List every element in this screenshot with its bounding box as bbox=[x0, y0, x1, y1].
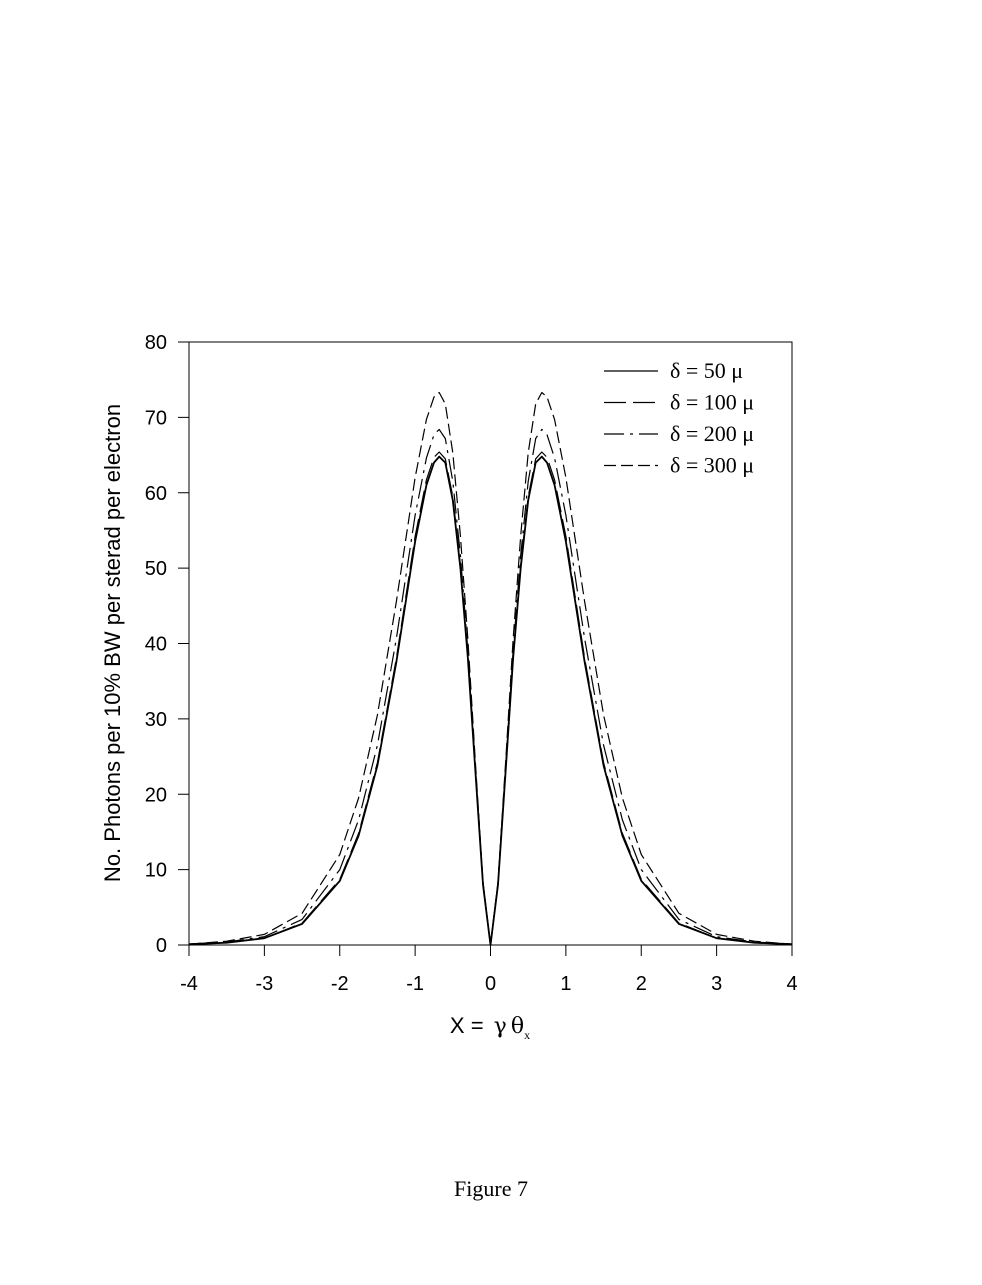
x-axis-label-gamma: γ bbox=[494, 1014, 507, 1039]
x-tick-label: 1 bbox=[560, 973, 571, 995]
series-line-1 bbox=[188, 455, 793, 946]
series-line-3 bbox=[188, 428, 793, 946]
x-axis-label-theta: θ bbox=[511, 1014, 524, 1039]
x-tick-label: 4 bbox=[786, 973, 797, 995]
y-axis-label: No. Photons per 10% BW per sterad per el… bbox=[100, 404, 125, 882]
x-tick-label: -3 bbox=[255, 973, 273, 995]
x-tick-label: -2 bbox=[331, 973, 349, 995]
y-tick-label: 80 bbox=[145, 332, 167, 354]
y-tick-label: 50 bbox=[145, 558, 167, 580]
legend-label-4: δ = 300 μ bbox=[670, 453, 754, 478]
x-tick-label: -4 bbox=[180, 973, 198, 995]
y-tick-label: 10 bbox=[145, 860, 167, 882]
x-tick-label: 2 bbox=[636, 973, 647, 995]
y-tick-label: 70 bbox=[145, 407, 167, 429]
series-line-2 bbox=[188, 451, 793, 946]
y-tick-label: 40 bbox=[145, 634, 167, 656]
y-tick-label: 60 bbox=[145, 483, 167, 505]
legend-label-2: δ = 100 μ bbox=[670, 390, 754, 415]
x-axis: -4 -3 -2 -1 0 1 2 3 4 bbox=[180, 945, 798, 995]
legend-label-3: δ = 200 μ bbox=[670, 421, 754, 446]
figure-caption: Figure 7 bbox=[454, 1176, 528, 1201]
series-layer bbox=[188, 391, 793, 946]
y-tick-label: 20 bbox=[145, 784, 167, 806]
y-axis: 0 10 20 30 40 50 60 70 80 bbox=[145, 332, 189, 957]
x-axis-label-prefix: X = bbox=[450, 1013, 490, 1038]
series-line-4 bbox=[188, 391, 793, 946]
legend-label-1: δ = 50 μ bbox=[670, 358, 743, 383]
y-tick-label: 30 bbox=[145, 709, 167, 731]
y-tick-label: 0 bbox=[156, 935, 167, 957]
x-tick-label: 0 bbox=[485, 973, 496, 995]
x-tick-label: -1 bbox=[406, 973, 424, 995]
x-axis-label: X = γ θx bbox=[450, 1013, 530, 1042]
x-axis-label-subscript: x bbox=[524, 1028, 530, 1042]
x-tick-label: 3 bbox=[711, 973, 722, 995]
legend: δ = 50 μ δ = 100 μ δ = 200 μ δ = 300 μ bbox=[604, 358, 754, 478]
